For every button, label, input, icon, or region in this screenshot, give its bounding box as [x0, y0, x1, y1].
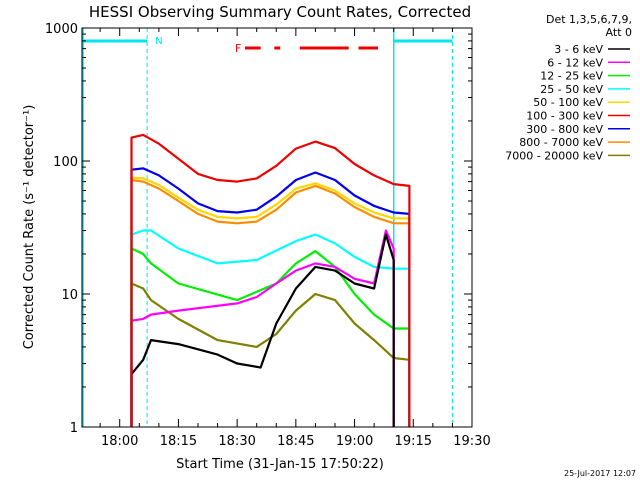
x-tick-label: 19:15 [395, 434, 432, 449]
series-line [130, 178, 411, 427]
axes: 1 10 100 1000 18:00 18:15 18:30 18:45 19:00 19:15… [45, 22, 491, 449]
y-tick-label: 100 [53, 155, 78, 170]
legend-label: 300 - 800 keV [526, 123, 603, 136]
plot-area: NF [82, 28, 453, 427]
night-flag-label: N [155, 36, 162, 47]
x-tick-label: 18:00 [101, 434, 138, 449]
y-tick-label: 1000 [45, 22, 78, 37]
x-tick-label: 18:45 [277, 434, 314, 449]
y-axis-label: Corrected Count Rate (s⁻¹ detector⁻¹) [22, 105, 37, 350]
x-axis-label: Start Time (31-Jan-15 17:50:22) [176, 457, 384, 472]
x-tick-label: 19:00 [336, 434, 373, 449]
legend-label: 100 - 300 keV [526, 110, 603, 123]
legend-label: 6 - 12 keV [547, 56, 603, 69]
y-tick-label: 1 [70, 421, 78, 436]
series-line [130, 282, 411, 427]
footer-date: 25-Jul-2017 12:07 [564, 469, 636, 478]
y-tick-label: 10 [61, 288, 78, 303]
series-line [130, 167, 411, 427]
legend-header: Det 1,3,5,6,7,9, [546, 13, 632, 26]
series-line [130, 133, 411, 427]
x-tick-label: 19:30 [453, 434, 490, 449]
series-line [130, 233, 395, 427]
x-tick-label: 18:15 [160, 434, 197, 449]
legend-label: 3 - 6 keV [554, 43, 603, 56]
legend-label: 25 - 50 keV [540, 83, 603, 96]
series-line [130, 176, 411, 427]
legend-label: 12 - 25 keV [540, 70, 603, 83]
legend-label: 50 - 100 keV [533, 96, 603, 109]
chart-title: HESSI Observing Summary Count Rates, Cor… [89, 3, 471, 21]
series-line [130, 229, 411, 427]
flare-flag-label: F [235, 42, 241, 55]
legend-label: 7000 - 20000 keV [505, 149, 603, 162]
legend-label: 800 - 7000 keV [519, 136, 603, 149]
plot-frame [81, 27, 473, 428]
series-line [130, 247, 411, 427]
series-line [130, 229, 395, 427]
legend-header: Att 0 [606, 26, 632, 39]
x-tick-label: 18:30 [218, 434, 255, 449]
